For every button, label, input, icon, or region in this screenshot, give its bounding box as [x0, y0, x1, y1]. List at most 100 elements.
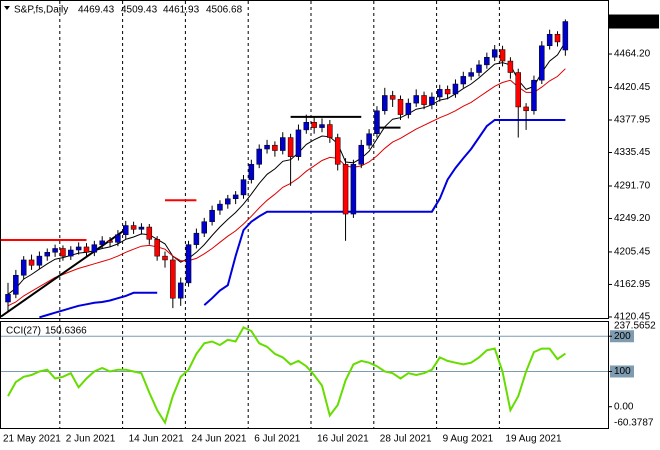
y2-min-label: -60.3787 [614, 418, 654, 429]
candle-body [389, 95, 396, 100]
current-price-box [609, 14, 659, 29]
candle-body [272, 144, 278, 151]
candle-body [107, 240, 113, 243]
candle-body [523, 106, 529, 112]
candle-body [382, 95, 388, 112]
candle-body [52, 248, 58, 253]
candle-body [303, 121, 310, 131]
cci-panel-frame [0, 321, 609, 429]
y-tick-label: 4249.20 [614, 213, 651, 224]
candle-body [138, 226, 145, 230]
candle-body [193, 232, 200, 245]
candle-body [342, 164, 349, 215]
candle-body [170, 259, 176, 299]
candle-body [280, 137, 286, 151]
y2-tick-label: 0.00 [614, 401, 634, 412]
candle-body [484, 56, 490, 66]
x-tick-label: 2 Jun 2021 [66, 434, 116, 445]
y2-tick-label: 100 [614, 366, 631, 377]
candle-body [413, 95, 419, 104]
y-tick-label: 4291.70 [614, 181, 651, 192]
y-tick-label: 4377.95 [614, 115, 651, 126]
candle-body [319, 124, 325, 128]
candle-body [36, 255, 43, 266]
candle-body [546, 34, 553, 47]
candle-body [123, 225, 129, 235]
indicator-name: CCI(27) [6, 326, 41, 337]
candle-body [240, 179, 247, 196]
candle-body [75, 246, 82, 251]
candle-body [366, 133, 372, 146]
cci-line [7, 326, 566, 426]
price-line [39, 119, 566, 319]
x-tick-label: 21 May 2021 [3, 434, 61, 445]
level-label-box [610, 330, 634, 343]
current-price-label: 4506.68 [612, 16, 649, 27]
price-line [7, 68, 566, 307]
x-tick-label: 28 Jul 2021 [380, 434, 432, 445]
candle-body [562, 21, 569, 51]
candle-body [68, 249, 74, 257]
x-tick-label: 6 Jul 2021 [254, 434, 301, 445]
candle-body [256, 148, 262, 165]
y-tick-label: 4335.45 [614, 147, 651, 158]
candle-body [452, 83, 459, 95]
x-tick-label: 16 Jul 2021 [317, 434, 369, 445]
candle-body [162, 255, 168, 261]
candle-body [28, 259, 35, 266]
candle-body [201, 221, 207, 234]
x-tick-label: 14 Jun 2021 [129, 434, 184, 445]
y-tick-label: 4120.45 [614, 312, 651, 323]
candle-body [5, 294, 11, 303]
candle-body [91, 244, 98, 253]
candle-body [217, 203, 223, 211]
candle-body [209, 209, 215, 222]
candle-body [248, 164, 255, 180]
x-tick-label: 24 Jun 2021 [191, 434, 246, 445]
y-tick-label: 4162.95 [614, 279, 651, 290]
x-tick-label: 19 Aug 2021 [505, 434, 562, 445]
candle-body [60, 248, 66, 257]
ohlc-high: 4509.43 [121, 5, 158, 16]
candle-body [554, 34, 561, 43]
candle-body [334, 137, 341, 165]
candle-body [476, 64, 482, 73]
candle-body [374, 110, 380, 134]
y2-max-label: 237.5652 [614, 321, 656, 332]
candle-body [358, 144, 364, 165]
candle-body [507, 60, 514, 73]
candle-body [13, 274, 19, 295]
candle-body [177, 282, 184, 299]
candle-body [44, 252, 50, 257]
y-tick-label: 4420.45 [614, 82, 651, 93]
candle-body [460, 76, 467, 85]
candle-body [146, 226, 153, 240]
candle-body [499, 49, 506, 62]
candle-body [531, 79, 537, 112]
candle-body [421, 95, 427, 105]
candle-body [232, 194, 239, 199]
candle-body [444, 89, 451, 95]
chart-title: S&P,fs,Daily [14, 5, 68, 16]
candle-body [397, 99, 404, 115]
y-tick-label: 4464.20 [614, 49, 651, 60]
candle-body [350, 164, 357, 215]
candle-body [264, 144, 270, 150]
level-label-box [610, 365, 634, 378]
menu-triangle[interactable] [4, 6, 10, 10]
trend-line [0, 228, 127, 318]
candle-body [185, 244, 192, 284]
candle-body [437, 89, 443, 98]
indicator-value: 150.6366 [45, 326, 87, 337]
price-panel-frame [0, 0, 609, 319]
candle-body [491, 49, 498, 58]
candle-body [468, 72, 474, 77]
ohlc-close: 4506.68 [206, 5, 243, 16]
candle-body [99, 240, 105, 245]
candle-body [327, 124, 333, 138]
candle-body [539, 45, 545, 81]
ohlc-low: 4461.93 [163, 5, 200, 16]
candle-body [83, 246, 90, 253]
